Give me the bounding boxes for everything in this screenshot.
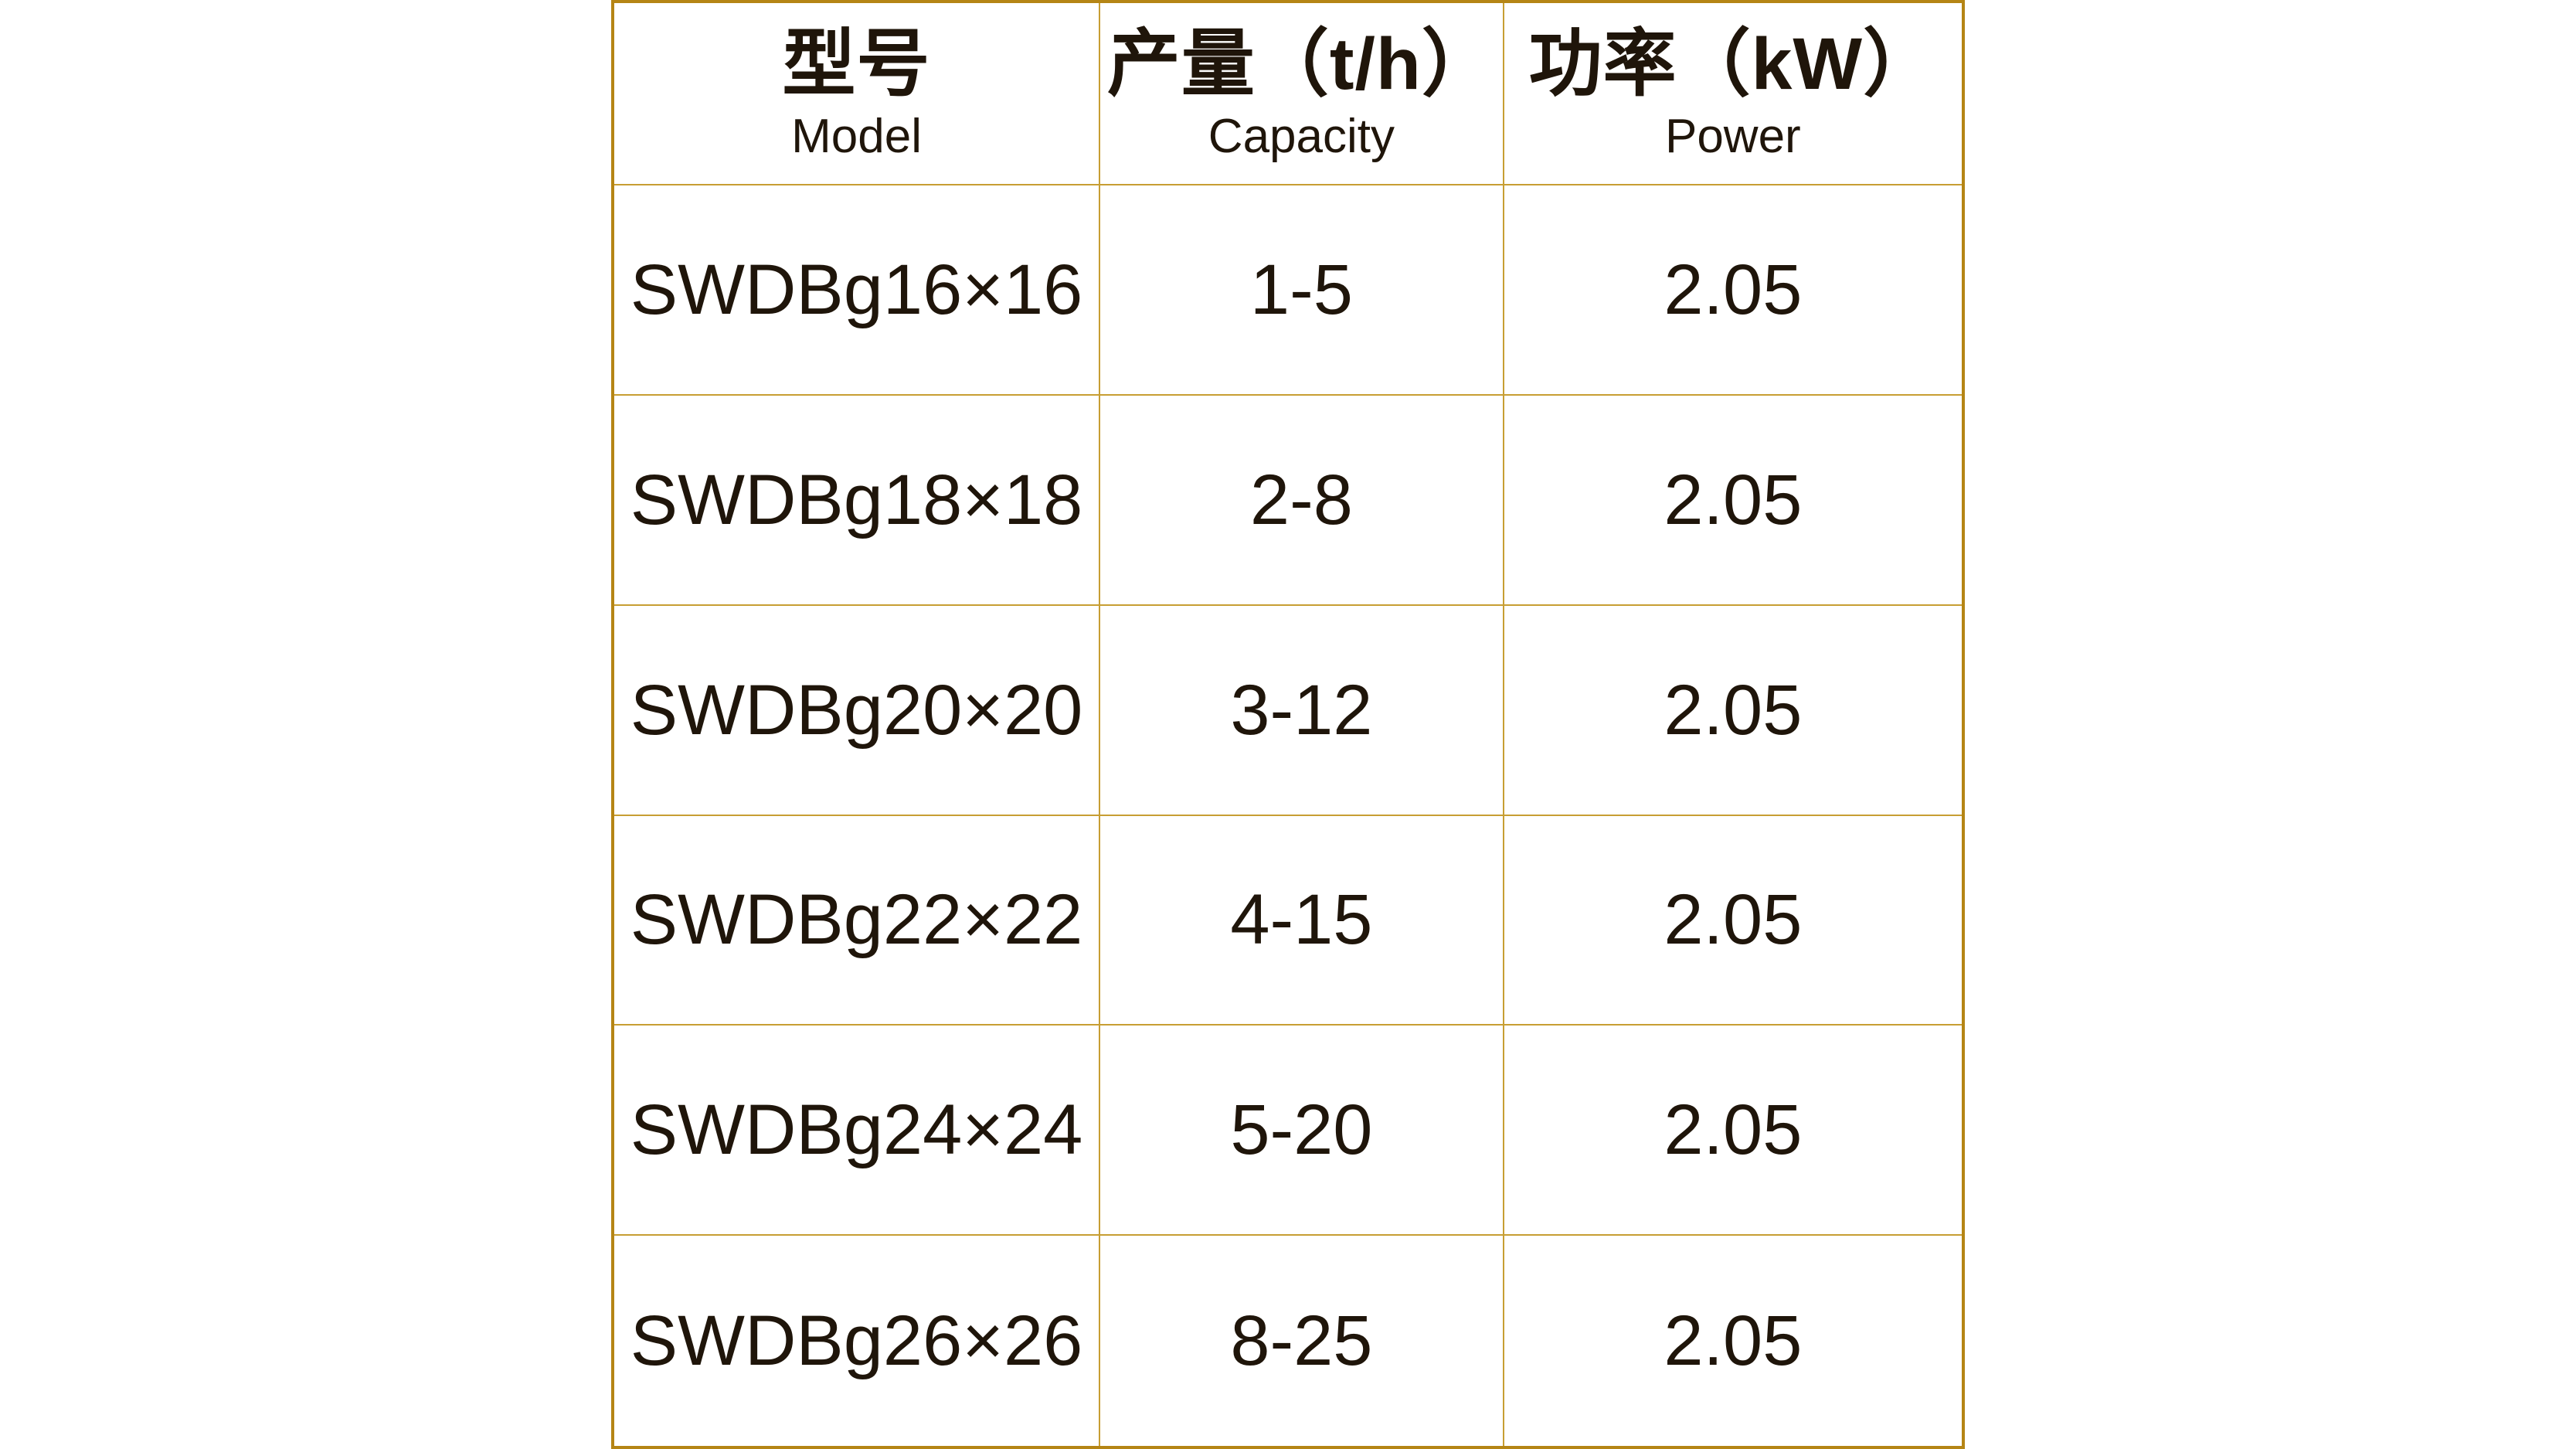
table-row-6-capacity: 8-25 xyxy=(1100,1236,1504,1446)
table-row-4-capacity: 4-15 xyxy=(1100,815,1504,1026)
capacity-value: 8-25 xyxy=(1230,1301,1373,1381)
capacity-value: 3-12 xyxy=(1230,670,1373,750)
power-value: 2.05 xyxy=(1664,880,1803,960)
model-value: SWDBg26×26 xyxy=(630,1301,1083,1381)
table-row-1-model: SWDBg16×16 xyxy=(614,185,1101,396)
header-model-en: Model xyxy=(791,110,922,164)
model-value: SWDBg16×16 xyxy=(630,250,1083,329)
header-model-zh: 型号 xyxy=(782,22,931,105)
header-capacity-en: Capacity xyxy=(1208,110,1395,164)
header-cell-power: 功率（kW） Power xyxy=(1504,3,1962,185)
header-cell-capacity: 产量（t/h） Capacity xyxy=(1100,3,1504,185)
power-value: 2.05 xyxy=(1664,250,1803,329)
product-spec-table: 型号 Model 产量（t/h） Capacity 功率（kW） Power S… xyxy=(611,0,1965,1449)
power-value: 2.05 xyxy=(1664,460,1803,539)
table-row-3-capacity: 3-12 xyxy=(1100,605,1504,816)
table-row-2-model: SWDBg18×18 xyxy=(614,395,1101,606)
model-value: SWDBg20×20 xyxy=(630,670,1083,750)
header-cell-model: 型号 Model xyxy=(614,3,1101,185)
table-row-5-capacity: 5-20 xyxy=(1100,1026,1504,1236)
capacity-value: 2-8 xyxy=(1249,460,1353,539)
table-row-6-model: SWDBg26×26 xyxy=(614,1236,1101,1446)
header-capacity-zh: 产量（t/h） xyxy=(1106,22,1496,105)
header-power-en: Power xyxy=(1664,110,1801,164)
table-row-6-power: 2.05 xyxy=(1504,1236,1962,1446)
table-row-1-power: 2.05 xyxy=(1504,185,1962,396)
power-value: 2.05 xyxy=(1664,670,1803,750)
table-row-5-power: 2.05 xyxy=(1504,1026,1962,1236)
table-row-2-power: 2.05 xyxy=(1504,395,1962,606)
power-value: 2.05 xyxy=(1664,1090,1803,1170)
capacity-value: 5-20 xyxy=(1230,1090,1373,1170)
table-row-2-capacity: 2-8 xyxy=(1100,395,1504,606)
capacity-value: 1-5 xyxy=(1249,250,1353,329)
table-row-4-model: SWDBg22×22 xyxy=(614,815,1101,1026)
table-row-1-capacity: 1-5 xyxy=(1100,185,1504,396)
table-row-3-model: SWDBg20×20 xyxy=(614,605,1101,816)
table-row-5-model: SWDBg24×24 xyxy=(614,1026,1101,1236)
capacity-value: 4-15 xyxy=(1230,880,1373,960)
model-value: SWDBg24×24 xyxy=(630,1090,1083,1170)
header-power-zh: 功率（kW） xyxy=(1528,22,1938,105)
model-value: SWDBg18×18 xyxy=(630,460,1083,539)
model-value: SWDBg22×22 xyxy=(630,880,1083,960)
table-row-3-power: 2.05 xyxy=(1504,605,1962,816)
power-value: 2.05 xyxy=(1664,1301,1803,1381)
table-row-4-power: 2.05 xyxy=(1504,815,1962,1026)
